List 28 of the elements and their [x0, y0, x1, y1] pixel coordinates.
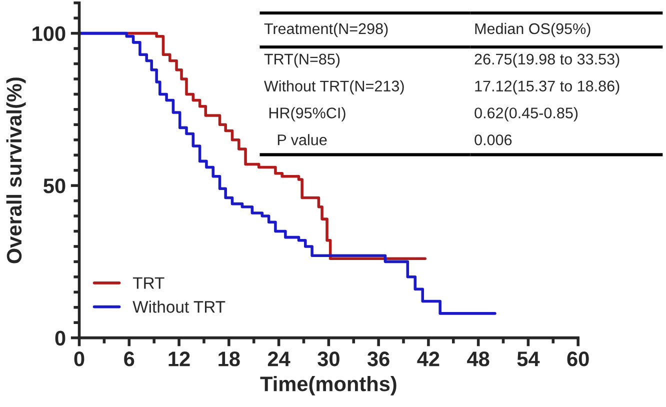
y-tick-label: 50: [44, 178, 66, 194]
annotation: HR(95%CI): [269, 107, 346, 122]
x-tick-label: 0: [74, 352, 84, 366]
y-axis-title: Overall survival(%): [6, 78, 26, 264]
annotation: Without TRT(N=213): [264, 80, 404, 94]
x-tick-label: 24: [268, 352, 290, 366]
x-tick-label: 60: [567, 352, 589, 366]
annotation: 17.12(15.37 to 18.86): [475, 80, 620, 94]
x-tick-label: 6: [124, 352, 134, 366]
x-tick-label: 42: [417, 352, 440, 366]
annotation: 26.75(19.98 to 33.53): [474, 53, 620, 68]
y-tick-label: 100: [32, 26, 66, 42]
x-tick-label: 54: [517, 352, 540, 366]
x-tick-label: 18: [218, 352, 240, 366]
legend-label: Without TRT: [132, 300, 226, 313]
annotation: Median OS(95%): [475, 22, 590, 38]
annotation: TRT(N=85): [264, 53, 340, 68]
annotation: 0.006: [474, 134, 512, 146]
annotation: Treatment(N=298): [264, 22, 388, 38]
annotation: 0.62(0.45-0.85): [474, 107, 578, 122]
annotation: P value: [278, 134, 327, 146]
x-tick-label: 48: [467, 352, 490, 366]
y-tick-label: 0: [55, 330, 66, 346]
x-tick-label: 36: [367, 352, 390, 366]
legend-label: TRT: [132, 277, 164, 289]
x-tick-label: 12: [168, 352, 190, 366]
x-tick-label: 30: [318, 352, 340, 366]
x-axis-title: Time(months): [260, 376, 396, 396]
